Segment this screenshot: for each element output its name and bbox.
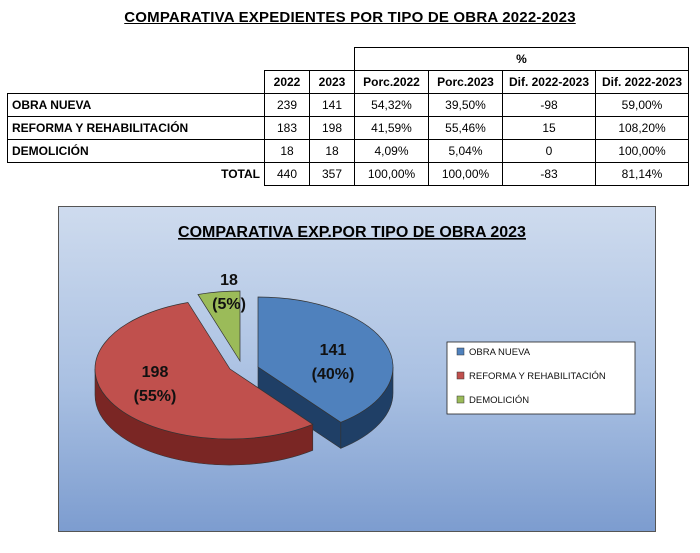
table-cell: 5,04% [428,139,503,163]
table-cell: 239 [264,93,310,117]
table-cell: 39,50% [428,93,503,117]
data-label-percent: (55%) [134,388,177,405]
table-cell: -98 [502,93,596,117]
table-cell: 41,59% [354,116,429,140]
data-label-value: 18 [220,272,238,289]
table-cell: 0 [502,139,596,163]
table-cell: 18 [264,139,310,163]
table-cell: 440 [264,162,310,186]
pie-slice [94,302,314,440]
table-row: OBRA NUEVA 239 141 54,32% 39,50% -98 59,… [7,93,689,117]
table-cell: 141 [309,93,355,117]
column-header: Dif. 2022-2023 [595,70,689,94]
legend-box [446,341,636,415]
table-cell: -83 [502,162,596,186]
data-label-percent: (5%) [212,296,246,313]
table-cell: 54,32% [354,93,429,117]
table-header-row: 2022 2023 Porc.2022 Porc.2023 Dif. 2022-… [8,70,689,94]
data-table: % 2022 2023 Porc.2022 Porc.2023 Dif. 202… [7,47,689,186]
column-header: 2023 [309,70,355,94]
table-total-row: TOTAL 440 357 100,00% 100,00% -83 81,14% [8,162,689,186]
column-header: Dif. 2022-2023 [502,70,596,94]
table-cell: 59,00% [595,93,689,117]
table-cell: 81,14% [595,162,689,186]
table-cell: 357 [309,162,355,186]
column-header: Porc.2022 [354,70,429,94]
legend-swatch [456,371,465,380]
table-cell: 18 [309,139,355,163]
table-cell: 108,20% [595,116,689,140]
table-cell: 100,00% [354,162,429,186]
table-row: DEMOLICIÓN 18 18 4,09% 5,04% 0 100,00% [7,139,689,163]
row-label: REFORMA Y REHABILITACIÓN [7,116,265,140]
legend-swatch [456,347,465,356]
table-cell: 4,09% [354,139,429,163]
row-label: DEMOLICIÓN [7,139,265,163]
pie-slice [197,290,241,363]
chart-title: COMPARATIVA EXP.POR TIPO DE OBRA 2023 [178,224,526,241]
pie-slice [257,296,394,423]
data-label-value: 198 [142,364,169,381]
page-title: COMPARATIVA EXPEDIENTES POR TIPO DE OBRA… [124,9,576,26]
total-label: TOTAL [221,167,260,182]
table-row: REFORMA Y REHABILITACIÓN 183 198 41,59% … [7,116,689,140]
column-header: 2022 [264,70,310,94]
pie-chart: COMPARATIVA EXP.POR TIPO DE OBRA 2023 14… [58,206,656,532]
table-cell: 55,46% [428,116,503,140]
data-label-value: 141 [320,342,347,359]
table-cell: 100,00% [595,139,689,163]
percent-group-header: % [354,47,689,71]
pie-chart-svg: COMPARATIVA EXP.POR TIPO DE OBRA 2023 14… [59,207,655,531]
table-cell: 15 [502,116,596,140]
legend-label: OBRA NUEVA [469,347,531,358]
legend-label: REFORMA Y REHABILITACIÓN [469,371,606,382]
table-cell: 198 [309,116,355,140]
table-cell: 183 [264,116,310,140]
legend-swatch [456,395,465,404]
legend-label: DEMOLICIÓN [469,395,529,406]
data-label-percent: (40%) [312,366,355,383]
table-cell: 100,00% [428,162,503,186]
table-group-header-row: % [8,47,689,71]
row-label: OBRA NUEVA [7,93,265,117]
column-header: Porc.2023 [428,70,503,94]
